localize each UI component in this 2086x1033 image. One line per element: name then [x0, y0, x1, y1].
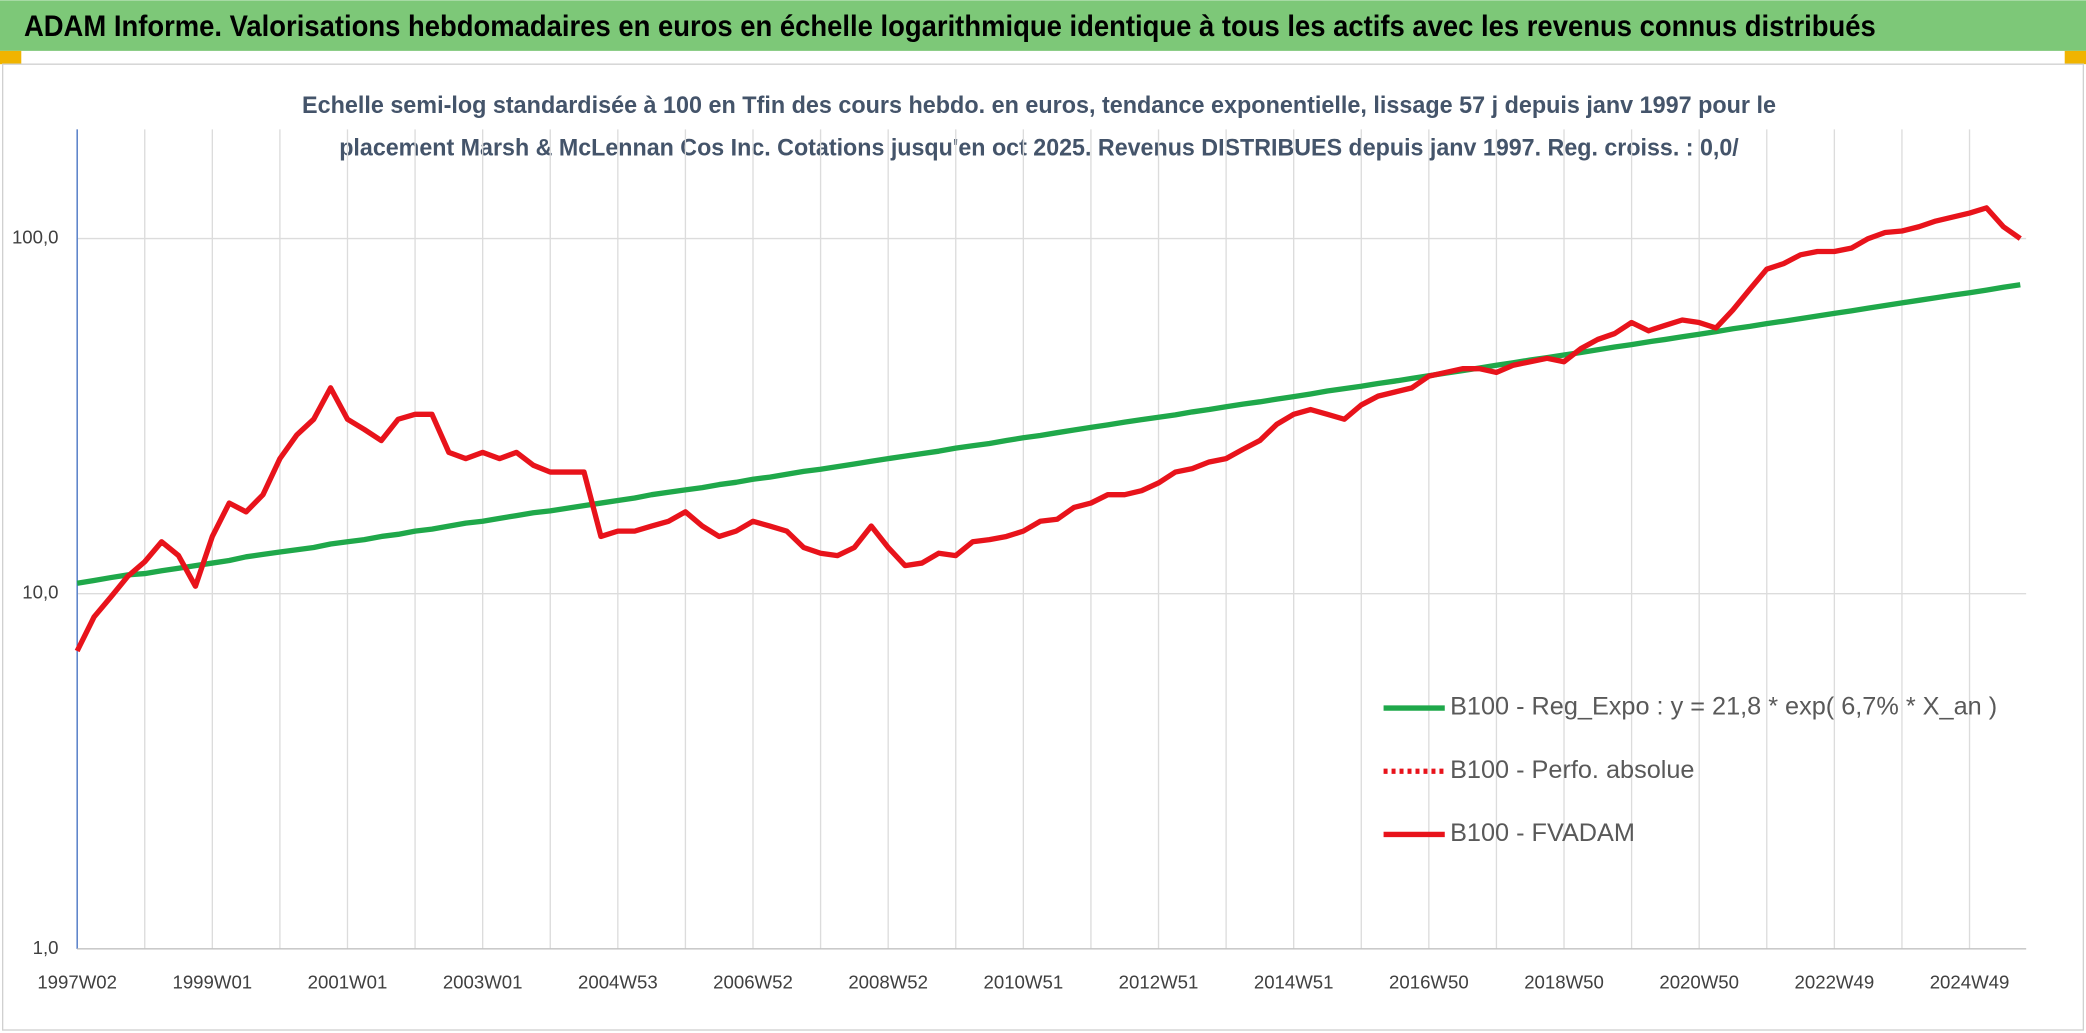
legend-label: B100 - Perfo. absolue	[1450, 756, 1694, 784]
chart-frame	[1, 63, 2085, 1031]
legend-label: B100 - Reg_Expo : y = 21,8 * exp( 6,7% *…	[1450, 693, 1997, 721]
x-tick-label: 2022W49	[1795, 971, 1875, 992]
chart-subtitle: placement Marsh & McLennan Cos Inc. Cota…	[339, 135, 1739, 162]
corner	[0, 50, 22, 65]
x-tick-label: 2020W50	[1659, 971, 1739, 992]
series-line	[76, 282, 2021, 586]
series-line	[74, 205, 2022, 653]
plot: 1,0 10,0 100,0 1997W02 1999W01 2001W01 2003W01…	[12, 129, 2027, 992]
legend-label: B100 - FVADAM	[1450, 819, 1635, 847]
x-tick-label: 2012W51	[1119, 971, 1199, 992]
x-tick-label: 2004W53	[578, 971, 658, 992]
y-tick-label: 1,0	[33, 937, 59, 958]
x-tick-label: 2014W51	[1254, 971, 1334, 992]
x-tick-label: 2016W50	[1389, 971, 1469, 992]
y-tick-label: 10,0	[22, 582, 58, 603]
y-tick-label: 100,0	[12, 226, 59, 247]
x-tick-label: 2018W50	[1524, 971, 1604, 992]
x-tick-label: 2008W52	[848, 971, 928, 992]
x-tick-label: 2006W52	[713, 971, 793, 992]
header-bar	[0, 0, 2086, 51]
corner	[2064, 50, 2086, 65]
x-tick-label: 2010W51	[984, 971, 1064, 992]
x-tick-label: 1997W02	[37, 971, 117, 992]
x-tick-label: 2003W01	[443, 971, 523, 992]
x-tick-label: 1999W01	[172, 971, 252, 992]
x-tick-label: 2001W01	[308, 971, 388, 992]
chart-subtitle: Echelle semi-log standardisée à 100 en T…	[302, 92, 1776, 119]
page-title: ADAM Informe. Valorisations hebdomadaire…	[24, 11, 1876, 43]
x-tick-label: 2024W49	[1930, 971, 2010, 992]
